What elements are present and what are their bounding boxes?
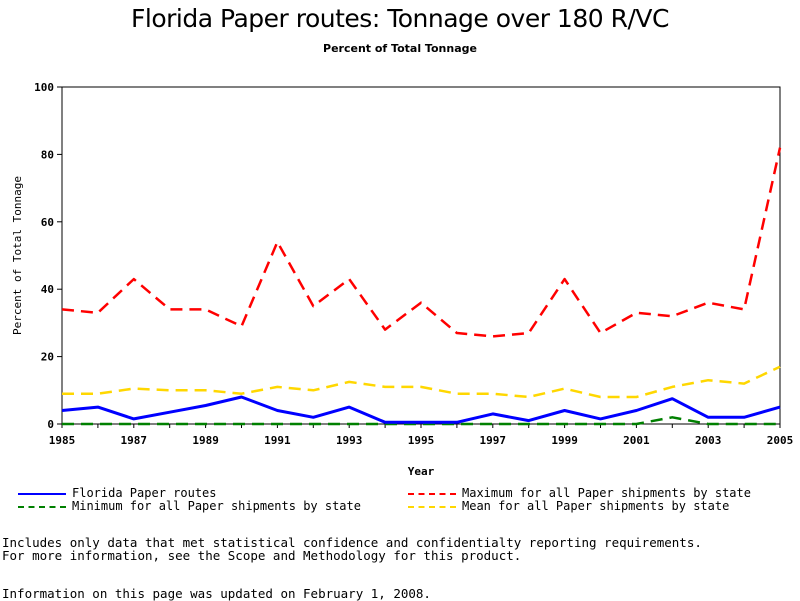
y-tick-label: 80 [41,148,54,161]
footnote-updated: Information on this page was updated on … [2,586,431,601]
footnote-confidentiality: Includes only data that met statistical … [2,535,702,550]
legend-item-mean: Mean for all Paper shipments by state [408,499,729,513]
chart-title: Florida Paper routes: Tonnage over 180 R… [131,4,669,33]
x-tick-label: 1995 [408,434,435,447]
legend-swatch-florida [18,492,66,495]
y-axis-label: Percent of Total Tonnage [11,176,24,335]
x-tick-label: 1985 [49,434,76,447]
legend-label-maximum: Maximum for all Paper shipments by state [462,486,751,500]
x-tick-label: 2001 [623,434,650,447]
y-tick-label: 100 [34,81,54,94]
legend-swatch-mean [408,505,456,508]
x-tick-label: 1997 [480,434,507,447]
legend-item-minimum: Minimum for all Paper shipments by state [18,499,361,513]
legend-swatch-maximum [408,492,456,495]
x-tick-label: 1993 [336,434,363,447]
plot-frame [61,86,781,425]
legend-label-minimum: Minimum for all Paper shipments by state [72,499,361,513]
y-tick-label: 0 [47,418,54,431]
series-line-2 [62,416,780,426]
y-tick-label: 60 [41,216,54,229]
legend-item-maximum: Maximum for all Paper shipments by state [408,486,751,500]
x-tick-label: 1989 [192,434,219,447]
footnote-methodology: For more information, see the Scope and … [2,548,522,563]
x-tick-label: 1987 [121,434,148,447]
x-tick-label: 1991 [264,434,291,447]
x-tick-label: 2005 [767,434,794,447]
legend-swatch-minimum [18,505,66,508]
series-line-3 [62,365,781,399]
series-line-0 [61,395,781,424]
y-tick-label: 40 [41,283,54,296]
x-tick-label: 2003 [695,434,722,447]
y-tick-label: 20 [41,351,54,364]
x-axis-label: Year [408,465,435,478]
series-line-1 [61,147,782,338]
x-tick-label: 1999 [551,434,578,447]
legend-item-florida: Florida Paper routes [18,486,217,500]
legend-label-mean: Mean for all Paper shipments by state [462,499,730,513]
legend-label-florida: Florida Paper routes [72,486,217,500]
chart-subtitle: Percent of Total Tonnage [323,42,477,55]
